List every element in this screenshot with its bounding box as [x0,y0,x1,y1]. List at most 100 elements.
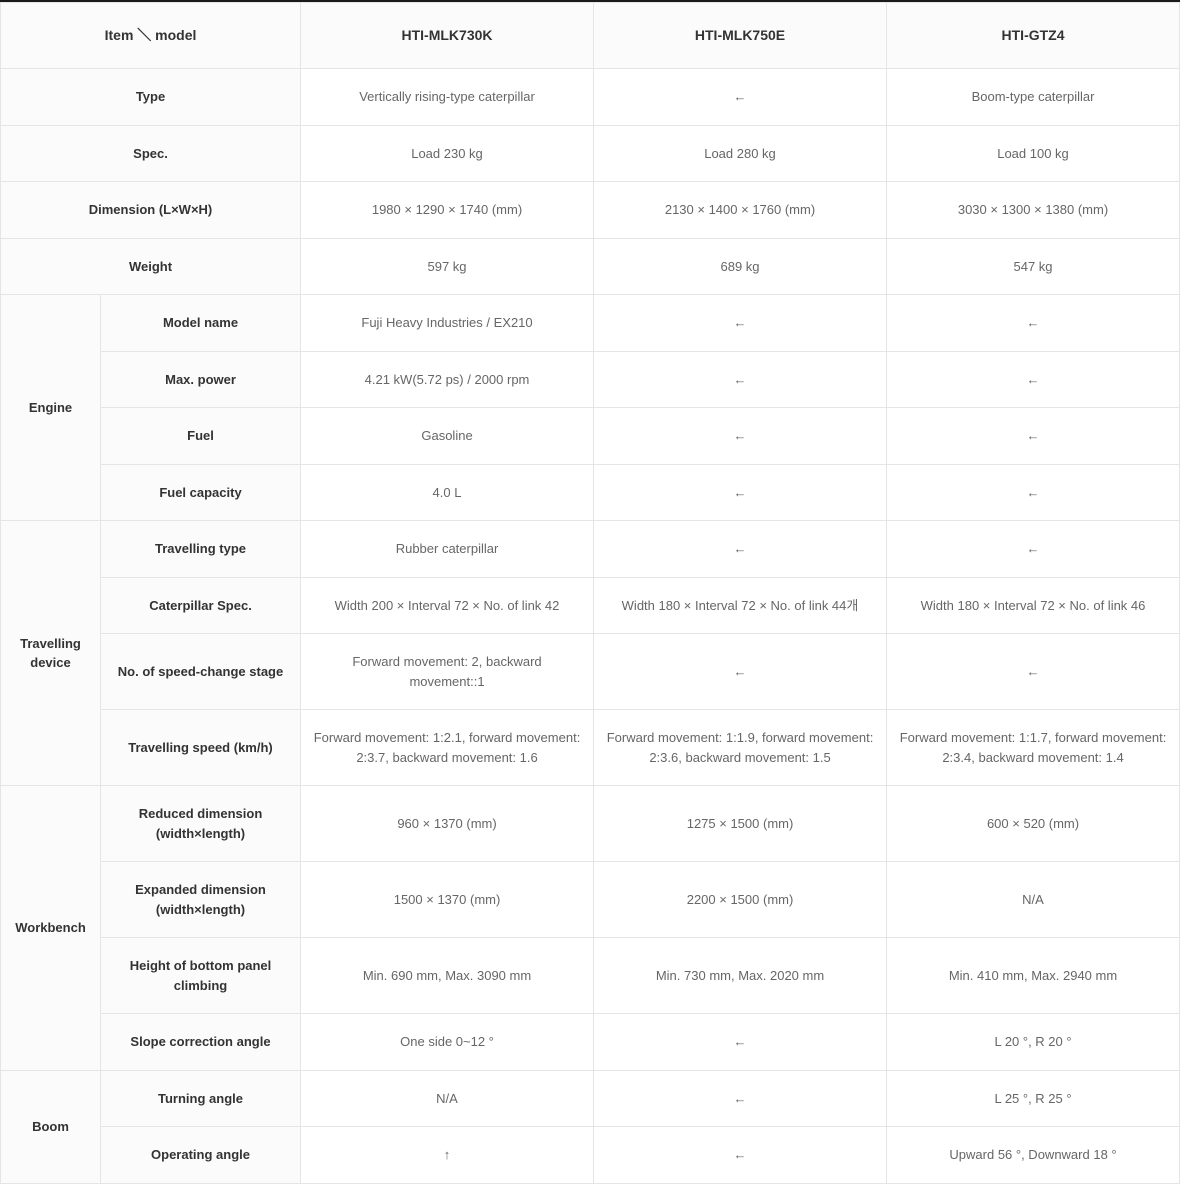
cell: Width 180 × Interval 72 × No. of link 46 [887,577,1180,634]
table-body: Type Vertically rising-type caterpillar … [1,69,1180,1184]
cell: Forward movement: 1:1.9, forward movemen… [594,710,887,786]
cell: 4.0 L [301,464,594,521]
cell: 547 kg [887,238,1180,295]
cell: Rubber caterpillar [301,521,594,578]
row-label: Fuel [101,408,301,465]
cell: Load 280 kg [594,125,887,182]
cell: Min. 410 mm, Max. 2940 mm [887,938,1180,1014]
cell: One side 0~12 ° [301,1014,594,1071]
cell: 597 kg [301,238,594,295]
cell: ← [594,464,887,521]
table-header-row: Item ＼ model HTI-MLK730K HTI-MLK750E HTI… [1,3,1180,69]
table-row: Travelling device Travelling type Rubber… [1,521,1180,578]
table-row: Weight 597 kg 689 kg 547 kg [1,238,1180,295]
row-label: Reduced dimension (width×length) [101,786,301,862]
spec-table: Item ＼ model HTI-MLK730K HTI-MLK750E HTI… [0,2,1180,1184]
row-label: Fuel capacity [101,464,301,521]
row-label: Operating angle [101,1127,301,1184]
cell: ← [887,464,1180,521]
cell: Width 180 × Interval 72 × No. of link 44… [594,577,887,634]
cell: Min. 730 mm, Max. 2020 mm [594,938,887,1014]
table-row: Slope correction angle One side 0~12 ° ←… [1,1014,1180,1071]
cell: 960 × 1370 (mm) [301,786,594,862]
cell: Gasoline [301,408,594,465]
table-row: No. of speed-change stage Forward moveme… [1,634,1180,710]
table-row: Engine Model name Fuji Heavy Industries … [1,295,1180,352]
table-row: Height of bottom panel climbing Min. 690… [1,938,1180,1014]
table-row: Expanded dimension (width×length) 1500 ×… [1,862,1180,938]
row-label: Travelling type [101,521,301,578]
cell: ← [887,634,1180,710]
cell: 2130 × 1400 × 1760 (mm) [594,182,887,239]
cell: Width 200 × Interval 72 × No. of link 42 [301,577,594,634]
row-label: Turning angle [101,1070,301,1127]
cell: ← [594,1014,887,1071]
category-engine: Engine [1,295,101,521]
row-label: Slope correction angle [101,1014,301,1071]
row-label: No. of speed-change stage [101,634,301,710]
table-row: Max. power 4.21 kW(5.72 ps) / 2000 rpm ←… [1,351,1180,408]
cell: 1500 × 1370 (mm) [301,862,594,938]
cell: ← [594,1127,887,1184]
cell: Fuji Heavy Industries / EX210 [301,295,594,352]
cell: Load 230 kg [301,125,594,182]
row-label: Dimension (L×W×H) [1,182,301,239]
row-label: Weight [1,238,301,295]
cell: 4.21 kW(5.72 ps) / 2000 rpm [301,351,594,408]
category-boom: Boom [1,1070,101,1183]
header-model-1: HTI-MLK730K [301,3,594,69]
cell: 600 × 520 (mm) [887,786,1180,862]
table-row: Boom Turning angle N/A ← L 25 °, R 25 ° [1,1070,1180,1127]
header-model-3: HTI-GTZ4 [887,3,1180,69]
cell: Load 100 kg [887,125,1180,182]
spec-table-wrapper: Item ＼ model HTI-MLK730K HTI-MLK750E HTI… [0,0,1180,1184]
cell: 1275 × 1500 (mm) [594,786,887,862]
category-workbench: Workbench [1,786,101,1071]
row-label: Model name [101,295,301,352]
cell: ← [594,1070,887,1127]
table-row: Type Vertically rising-type caterpillar … [1,69,1180,126]
header-model-2: HTI-MLK750E [594,3,887,69]
cell: ← [594,634,887,710]
cell: Vertically rising-type caterpillar [301,69,594,126]
category-travelling: Travelling device [1,521,101,786]
table-row: Fuel capacity 4.0 L ← ← [1,464,1180,521]
table-row: Spec. Load 230 kg Load 280 kg Load 100 k… [1,125,1180,182]
cell: 3030 × 1300 × 1380 (mm) [887,182,1180,239]
header-item-model: Item ＼ model [1,3,301,69]
table-row: Dimension (L×W×H) 1980 × 1290 × 1740 (mm… [1,182,1180,239]
cell: ← [594,295,887,352]
cell: ← [594,408,887,465]
row-label: Type [1,69,301,126]
cell: ← [594,69,887,126]
row-label: Travelling speed (km/h) [101,710,301,786]
cell: ← [887,408,1180,465]
cell: N/A [887,862,1180,938]
table-row: Fuel Gasoline ← ← [1,408,1180,465]
cell: ← [594,351,887,408]
row-label: Caterpillar Spec. [101,577,301,634]
cell: 689 kg [594,238,887,295]
cell: N/A [301,1070,594,1127]
cell: L 20 °, R 20 ° [887,1014,1180,1071]
table-row: Operating angle ↑ ← Upward 56 °, Downwar… [1,1127,1180,1184]
table-row: Travelling speed (km/h) Forward movement… [1,710,1180,786]
cell: 1980 × 1290 × 1740 (mm) [301,182,594,239]
table-row: Caterpillar Spec. Width 200 × Interval 7… [1,577,1180,634]
row-label: Height of bottom panel climbing [101,938,301,1014]
cell: L 25 °, R 25 ° [887,1070,1180,1127]
cell: 2200 × 1500 (mm) [594,862,887,938]
table-row: Workbench Reduced dimension (width×lengt… [1,786,1180,862]
cell: ← [594,521,887,578]
cell: ← [887,521,1180,578]
row-label: Spec. [1,125,301,182]
cell: Upward 56 °, Downward 18 ° [887,1127,1180,1184]
cell: ← [887,295,1180,352]
cell: Forward movement: 2, backward movement::… [301,634,594,710]
cell: Min. 690 mm, Max. 3090 mm [301,938,594,1014]
cell: ← [887,351,1180,408]
cell: ↑ [301,1127,594,1184]
row-label: Expanded dimension (width×length) [101,862,301,938]
row-label: Max. power [101,351,301,408]
cell: Forward movement: 1:1.7, forward movemen… [887,710,1180,786]
